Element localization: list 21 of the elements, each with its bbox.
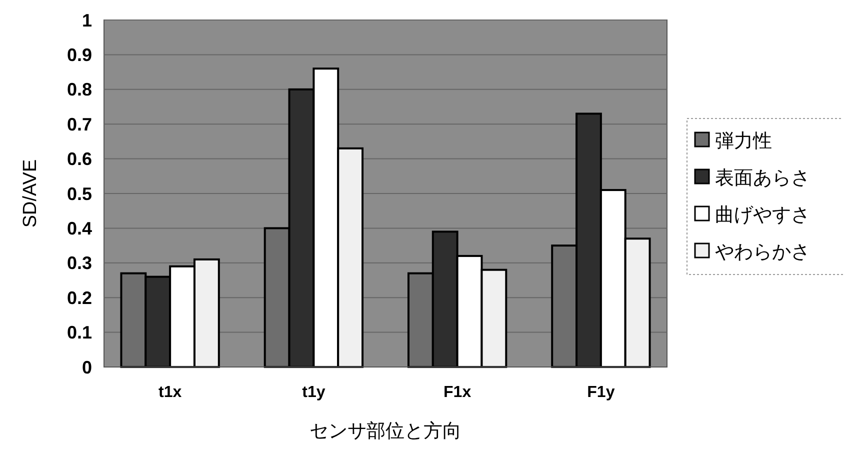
y-tick-label: 0.2: [66, 288, 92, 308]
x-tick-label: t1x: [158, 384, 182, 401]
x-tick-label: F1y: [587, 384, 615, 401]
y-tick-label: 0.9: [66, 45, 92, 65]
x-axis-title: センサ部位と方向: [310, 420, 462, 442]
y-tick-label: 0: [82, 357, 92, 378]
y-tick-label: 0.7: [66, 114, 92, 134]
y-tick-label: 0.6: [66, 149, 92, 170]
y-tick-label: 1: [82, 10, 92, 30]
legend-label: 弾力性: [715, 130, 772, 152]
legend-label: 曲げやすさ: [715, 204, 810, 226]
x-tick-label: F1x: [444, 384, 472, 401]
y-tick-label: 0.1: [66, 322, 92, 343]
y-tick-label: 0.3: [66, 253, 92, 274]
y-tick-label: 0.5: [66, 184, 92, 204]
x-tick-label: t1y: [302, 384, 326, 401]
legend-label: 表面あらさ: [715, 167, 810, 190]
y-axis-title: SD/AVE: [20, 159, 41, 228]
y-tick-label: 0.8: [66, 80, 92, 100]
y-tick-label: 0.4: [66, 218, 92, 238]
legend-label: やわらかさ: [715, 241, 810, 264]
